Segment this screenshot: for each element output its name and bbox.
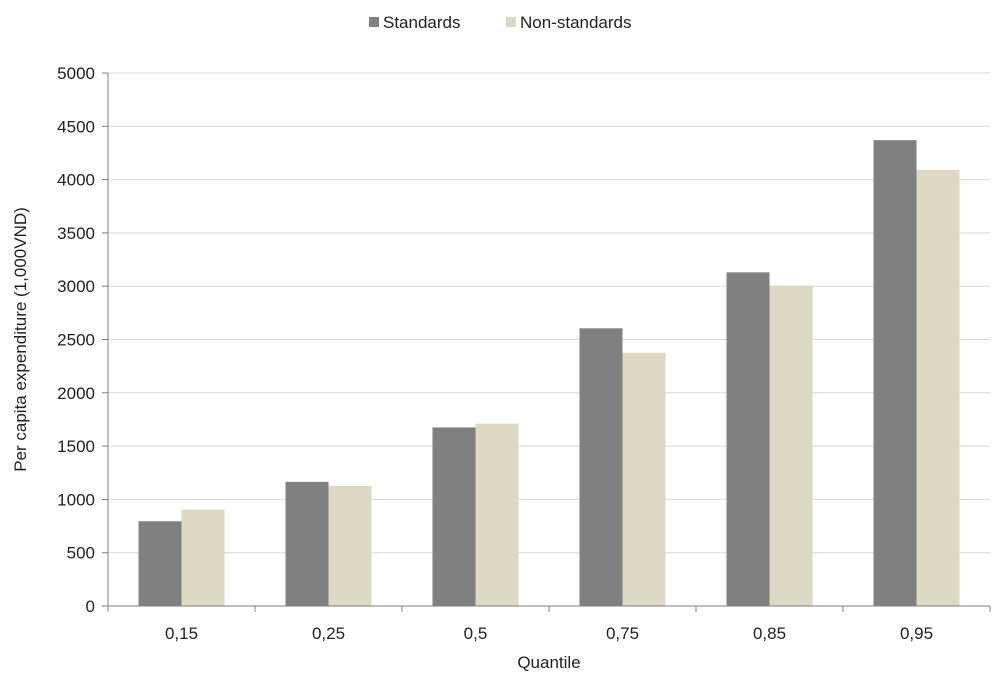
gridlines [108, 72, 990, 554]
bar-standards-2 [285, 481, 329, 606]
bar-standards-3 [432, 427, 476, 606]
bar-non-standards-5 [769, 285, 813, 606]
y-tick-label: 3000 [57, 277, 95, 296]
y-tick-label: 3500 [57, 224, 95, 243]
x-tick-label: 0,15 [165, 624, 198, 643]
legend-label-1: Standards [383, 13, 461, 32]
x-tick-label: 0,25 [312, 624, 345, 643]
bar-non-standards-1 [181, 509, 225, 606]
bar-standards-5 [726, 272, 770, 606]
y-axis-label: Per capita expenditure (1,000VND) [11, 207, 30, 472]
x-axis-label: Quantile [517, 653, 580, 672]
bar-standards-4 [579, 328, 623, 606]
bar-non-standards-6 [916, 170, 960, 607]
legend-swatch-2 [506, 17, 516, 27]
y-tick-label: 2500 [57, 331, 95, 350]
x-tick-label: 0,75 [606, 624, 639, 643]
x-tick-label: 0,5 [464, 624, 488, 643]
y-tick-label: 500 [67, 544, 95, 563]
legend-swatch-1 [369, 17, 379, 27]
y-tick-label: 4500 [57, 117, 95, 136]
bar-non-standards-3 [475, 423, 519, 606]
x-axis: 0,15 0,25 0,5 0,75 0,85 0,95 [107, 605, 991, 643]
bars [138, 140, 960, 607]
bar-standards-1 [138, 521, 182, 606]
legend-label-2: Non-standards [520, 13, 632, 32]
bar-non-standards-2 [328, 486, 372, 606]
y-tick-label: 1500 [57, 437, 95, 456]
y-tick-label: 5000 [57, 64, 95, 83]
y-tick-label: 2000 [57, 384, 95, 403]
y-axis: 0 500 1000 1500 2000 2500 3000 3500 4000 4500 5000 [57, 64, 109, 616]
bar-non-standards-4 [622, 352, 666, 606]
y-tick-label: 1000 [57, 490, 95, 509]
x-tick-label: 0,85 [753, 624, 786, 643]
y-tick-label: 0 [86, 597, 95, 616]
legend: Standards Non-standards [369, 13, 632, 32]
bar-standards-6 [873, 140, 917, 606]
y-tick-label: 4000 [57, 171, 95, 190]
x-tick-label: 0,95 [900, 624, 933, 643]
